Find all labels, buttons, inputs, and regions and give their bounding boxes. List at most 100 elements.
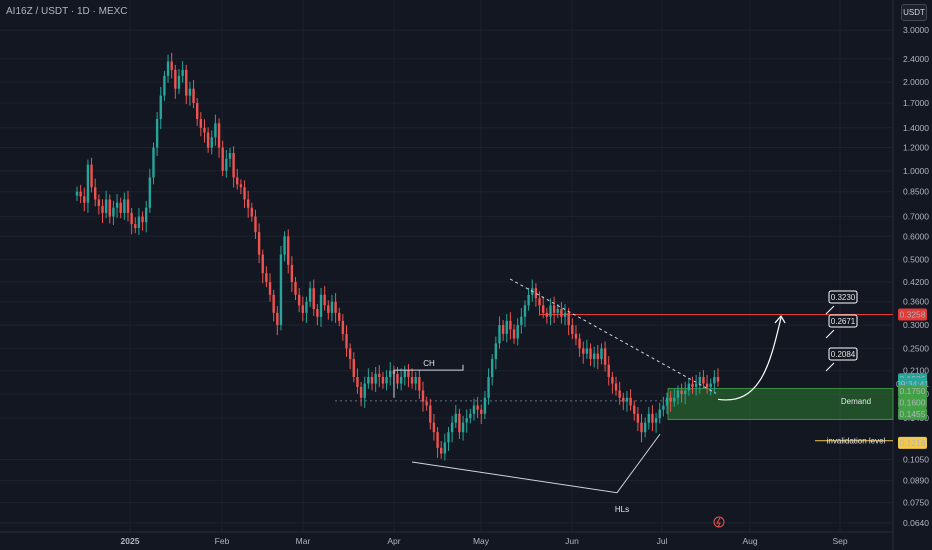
- candle-body: [225, 158, 228, 171]
- candle-body: [177, 75, 181, 89]
- candle-body: [545, 312, 549, 317]
- target-box: [828, 347, 858, 361]
- price-axis-label: 3.0000: [903, 25, 929, 35]
- time-axis-label: Jun: [565, 536, 579, 546]
- lightning-icon[interactable]: [713, 516, 725, 528]
- candle-body: [447, 432, 450, 443]
- target-pointer: [825, 329, 835, 339]
- candle-body: [523, 305, 527, 317]
- candle-body: [319, 294, 323, 317]
- candle-body: [257, 232, 261, 255]
- candle-body: [94, 187, 97, 200]
- candle-body: [221, 147, 224, 171]
- candle-body: [312, 288, 315, 310]
- price-axis-label: 0.0890: [903, 476, 929, 486]
- candle-body: [698, 376, 701, 384]
- candle-body: [268, 281, 272, 295]
- price-axis-label: 0.2100: [903, 366, 929, 376]
- price-axis-label: 0.0750: [903, 498, 929, 508]
- candle-body: [538, 298, 541, 306]
- candle-body: [676, 390, 680, 398]
- candle-body: [567, 312, 570, 326]
- candle-body: [487, 376, 490, 398]
- candle-body: [108, 199, 111, 217]
- candle-body: [126, 199, 130, 213]
- candle-body: [687, 383, 691, 391]
- candle-body: [571, 325, 574, 334]
- candle-body: [465, 418, 468, 423]
- candle-body: [104, 199, 108, 213]
- candle-body: [265, 273, 268, 282]
- ch-structure-line: [393, 364, 464, 398]
- candle-body: [148, 177, 152, 208]
- candle-body: [665, 397, 669, 406]
- price-tag-label: 09:34:41: [896, 379, 929, 389]
- candle-body: [483, 397, 487, 414]
- candle-body: [115, 202, 119, 208]
- candle-body: [512, 329, 516, 339]
- candle-body: [214, 123, 217, 138]
- price-axis-label: 0.0640: [903, 518, 929, 528]
- candle-body: [134, 224, 137, 229]
- candle-body: [297, 294, 301, 306]
- candle-body: [287, 236, 290, 265]
- candle-body: [469, 413, 472, 419]
- candle-body: [516, 325, 519, 339]
- time-axis-label: 2025: [121, 536, 140, 546]
- candle-body: [607, 364, 610, 377]
- candle-body: [414, 376, 417, 384]
- candle-body: [381, 376, 385, 384]
- candle-body: [534, 288, 538, 299]
- candle-body: [476, 405, 479, 410]
- candle-body: [385, 376, 388, 384]
- candle-body: [170, 61, 173, 70]
- candle-body: [629, 397, 632, 406]
- candle-body: [625, 397, 629, 402]
- candle-body: [705, 383, 709, 387]
- candle-body: [334, 301, 337, 313]
- candle-body: [356, 376, 359, 387]
- currency-button[interactable]: USDT: [901, 4, 927, 21]
- candle-body: [174, 69, 177, 89]
- candle-body: [563, 312, 567, 317]
- candle-body: [239, 184, 243, 188]
- candle-body: [647, 413, 651, 423]
- candle-body: [691, 383, 694, 387]
- candle-body: [97, 199, 101, 207]
- price-axis-label: 2.0000: [903, 77, 929, 87]
- candle-body: [367, 376, 370, 384]
- time-axis-label: Feb: [215, 536, 230, 546]
- candle-body: [359, 386, 363, 398]
- candle-body: [144, 207, 148, 223]
- candle-body: [589, 348, 592, 360]
- ch-label: CH: [423, 359, 435, 368]
- price-axis-label: 2.4000: [903, 54, 929, 64]
- target-pointer: [825, 305, 835, 315]
- candle-body: [399, 376, 403, 384]
- candle-body: [509, 320, 512, 330]
- candle-body: [348, 348, 352, 360]
- price-axis-label: 0.4200: [903, 277, 929, 287]
- projection-arrow: [717, 317, 782, 401]
- candle-body: [403, 370, 406, 377]
- candle-body: [713, 376, 716, 384]
- price-axis-label: 1.0000: [903, 166, 929, 176]
- demand-zone: [667, 387, 894, 420]
- candle-body: [603, 348, 607, 365]
- price-tag: [898, 436, 927, 449]
- candle-body: [195, 102, 199, 119]
- candle-body: [246, 199, 250, 208]
- candle-body: [410, 376, 414, 384]
- candle-body: [541, 305, 545, 313]
- projection-arrowhead: [774, 314, 786, 324]
- candle-body: [440, 447, 443, 454]
- candle-body: [622, 397, 625, 402]
- target-pointer: [825, 362, 835, 372]
- candle-body: [429, 405, 432, 423]
- candle-body: [152, 147, 155, 178]
- candle-body: [432, 422, 436, 433]
- candle-body: [123, 199, 126, 213]
- candle-body: [316, 309, 319, 317]
- candle-body: [119, 202, 122, 213]
